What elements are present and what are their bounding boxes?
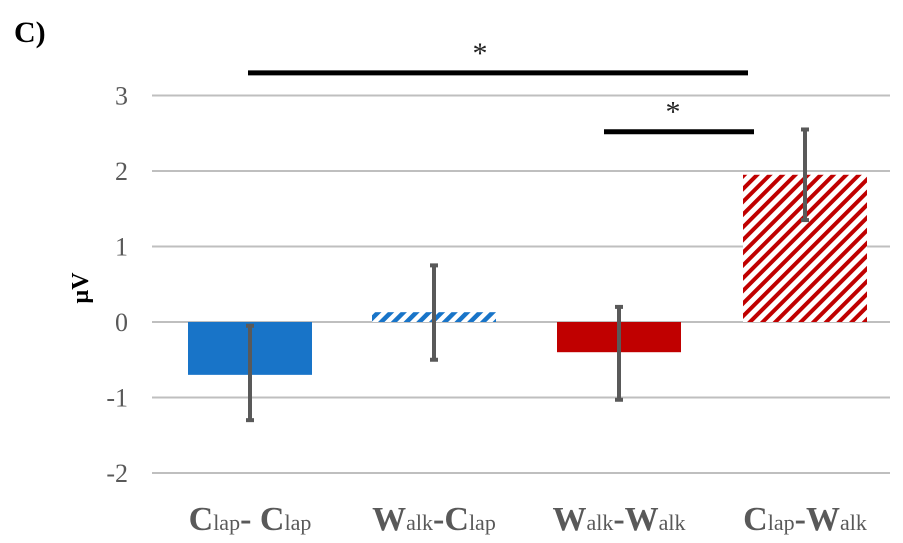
y-tick-label: -2: [106, 459, 128, 488]
category-label-text: C: [189, 501, 214, 538]
category-label-text: -: [613, 501, 624, 538]
y-tick-label: -1: [106, 384, 128, 413]
category-label-subscript: alk: [406, 510, 433, 535]
category-label-text: C: [260, 501, 285, 538]
category-label: Clap-Walk: [743, 501, 867, 538]
category-label-text: C: [444, 501, 469, 538]
error-bars: [246, 127, 809, 423]
category-label-text: -: [240, 501, 260, 538]
significance-star: *: [473, 37, 488, 70]
category-label-text: C: [743, 501, 768, 538]
category-label: Walk-Walk: [552, 501, 685, 538]
y-tick-labels: 3 2 1 0 -1 -2: [106, 82, 128, 489]
category-label-subscript: alk: [659, 510, 686, 535]
y-tick-label: 3: [115, 82, 128, 111]
y-tick-label: 1: [115, 233, 128, 262]
category-label-text: W: [806, 501, 840, 538]
panel-label: C): [14, 16, 46, 49]
category-label-subscript: lap: [284, 510, 311, 535]
category-label-text: W: [625, 501, 659, 538]
category-label-subscript: lap: [213, 510, 240, 535]
category-label-text: -: [433, 501, 444, 538]
category-label-subscript: alk: [840, 510, 867, 535]
category-label-subscript: lap: [469, 510, 496, 535]
category-label-subscript: alk: [586, 510, 613, 535]
category-label-text: -: [795, 501, 806, 538]
category-label-subscript: lap: [768, 510, 795, 535]
significance-brackets: **: [248, 37, 754, 135]
category-label-text: W: [372, 501, 406, 538]
bars: [188, 174, 867, 375]
y-tick-label: 0: [115, 308, 128, 337]
y-axis-label: µV: [68, 272, 94, 304]
category-label-text: W: [552, 501, 586, 538]
category-label: Clap- Clap: [189, 501, 312, 538]
significance-star: *: [666, 96, 681, 129]
y-tick-label: 2: [115, 157, 128, 186]
category-labels: Clap- Clap Walk-Clap Walk-Walk Clap-Walk: [189, 501, 867, 538]
category-label: Walk-Clap: [372, 501, 496, 538]
